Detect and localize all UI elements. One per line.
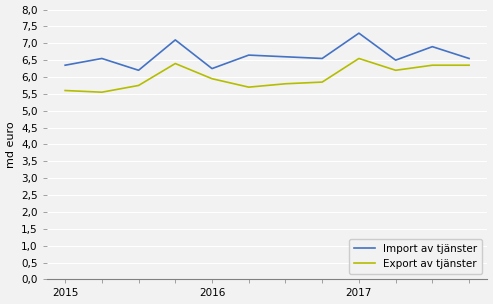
Export av tjänster bbox=[429, 64, 435, 67]
Import av tjänster bbox=[209, 67, 215, 71]
Legend: Import av tjänster, Export av tjänster: Import av tjänster, Export av tjänster bbox=[349, 239, 482, 274]
Import av tjänster bbox=[466, 57, 472, 60]
Export av tjänster bbox=[393, 68, 399, 72]
Line: Import av tjänster: Import av tjänster bbox=[65, 33, 469, 70]
Y-axis label: md euro: md euro bbox=[5, 121, 16, 168]
Export av tjänster bbox=[246, 85, 252, 89]
Export av tjänster bbox=[99, 90, 105, 94]
Line: Export av tjänster: Export av tjänster bbox=[65, 58, 469, 92]
Import av tjänster bbox=[62, 64, 68, 67]
Import av tjänster bbox=[429, 45, 435, 48]
Import av tjänster bbox=[356, 31, 362, 35]
Import av tjänster bbox=[282, 55, 288, 59]
Export av tjänster bbox=[319, 80, 325, 84]
Export av tjänster bbox=[136, 84, 141, 87]
Export av tjänster bbox=[173, 62, 178, 65]
Export av tjänster bbox=[209, 77, 215, 81]
Export av tjänster bbox=[282, 82, 288, 86]
Export av tjänster bbox=[62, 89, 68, 92]
Import av tjänster bbox=[393, 58, 399, 62]
Import av tjänster bbox=[173, 38, 178, 42]
Import av tjänster bbox=[319, 57, 325, 60]
Export av tjänster bbox=[356, 57, 362, 60]
Import av tjänster bbox=[246, 53, 252, 57]
Import av tjänster bbox=[136, 68, 141, 72]
Import av tjänster bbox=[99, 57, 105, 60]
Export av tjänster bbox=[466, 64, 472, 67]
